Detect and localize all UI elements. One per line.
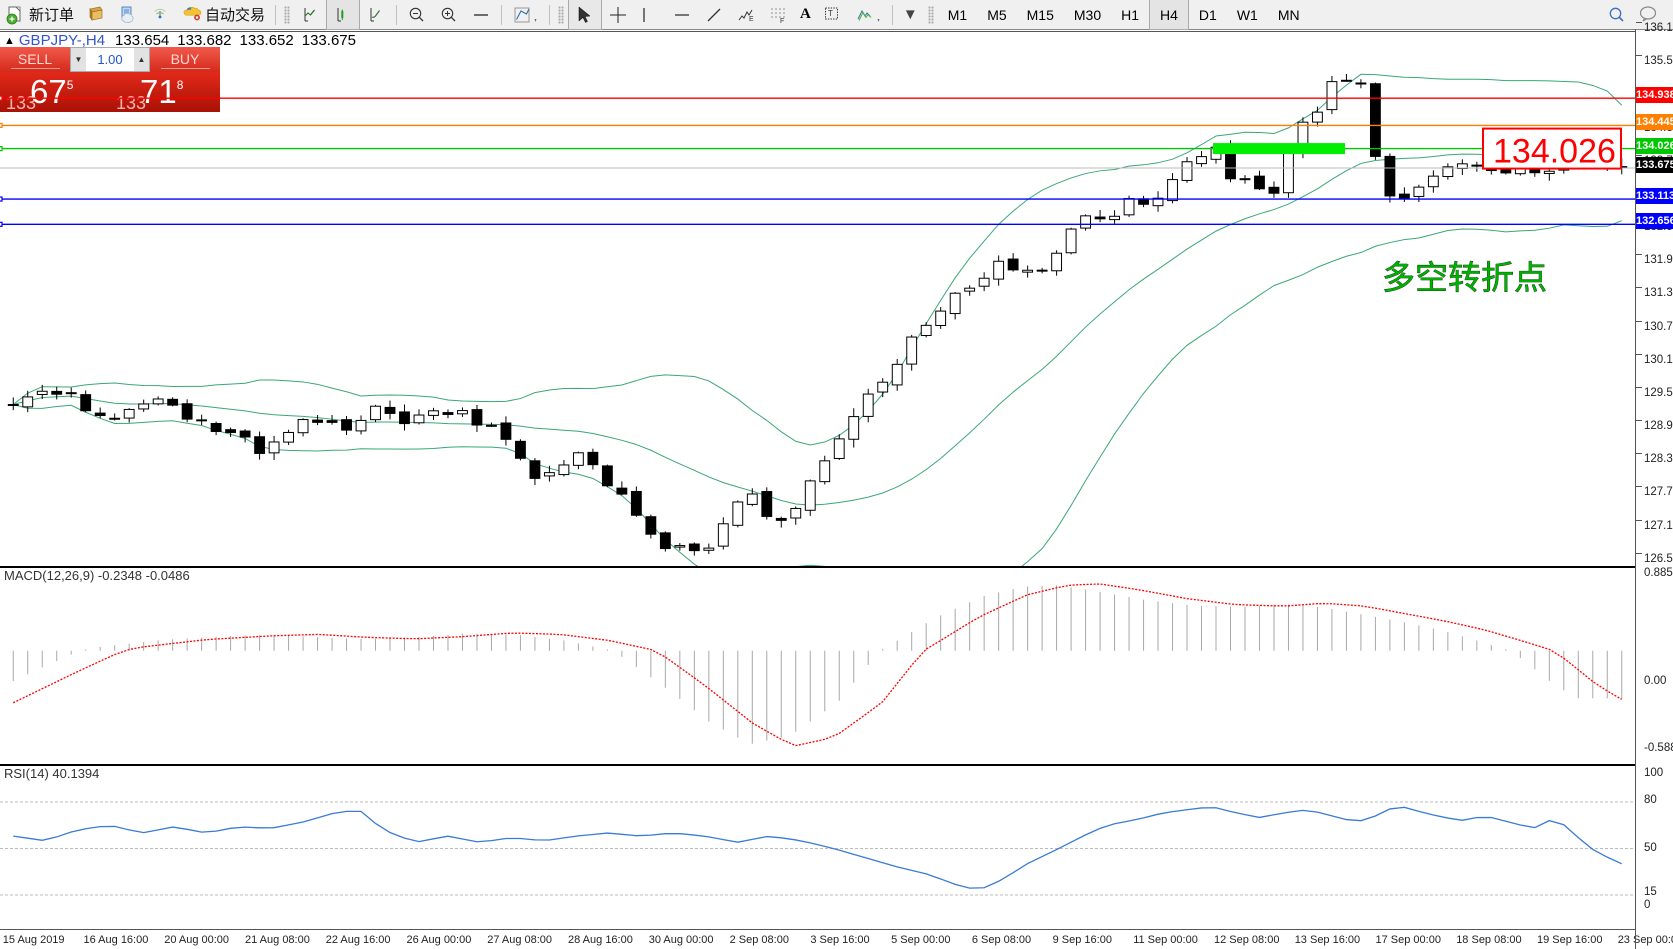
svg-text:RSI(14) 40.1394: RSI(14) 40.1394	[4, 766, 99, 781]
svg-text:134.026: 134.026	[1493, 133, 1616, 171]
svg-text:F: F	[780, 18, 784, 25]
svg-text:多空转折点: 多空转折点	[1382, 259, 1547, 296]
svg-text:T: T	[828, 9, 833, 18]
svg-text:E: E	[749, 16, 754, 23]
svg-text:MACD(12,26,9) -0.2348 -0.0486: MACD(12,26,9) -0.2348 -0.0486	[4, 568, 190, 583]
